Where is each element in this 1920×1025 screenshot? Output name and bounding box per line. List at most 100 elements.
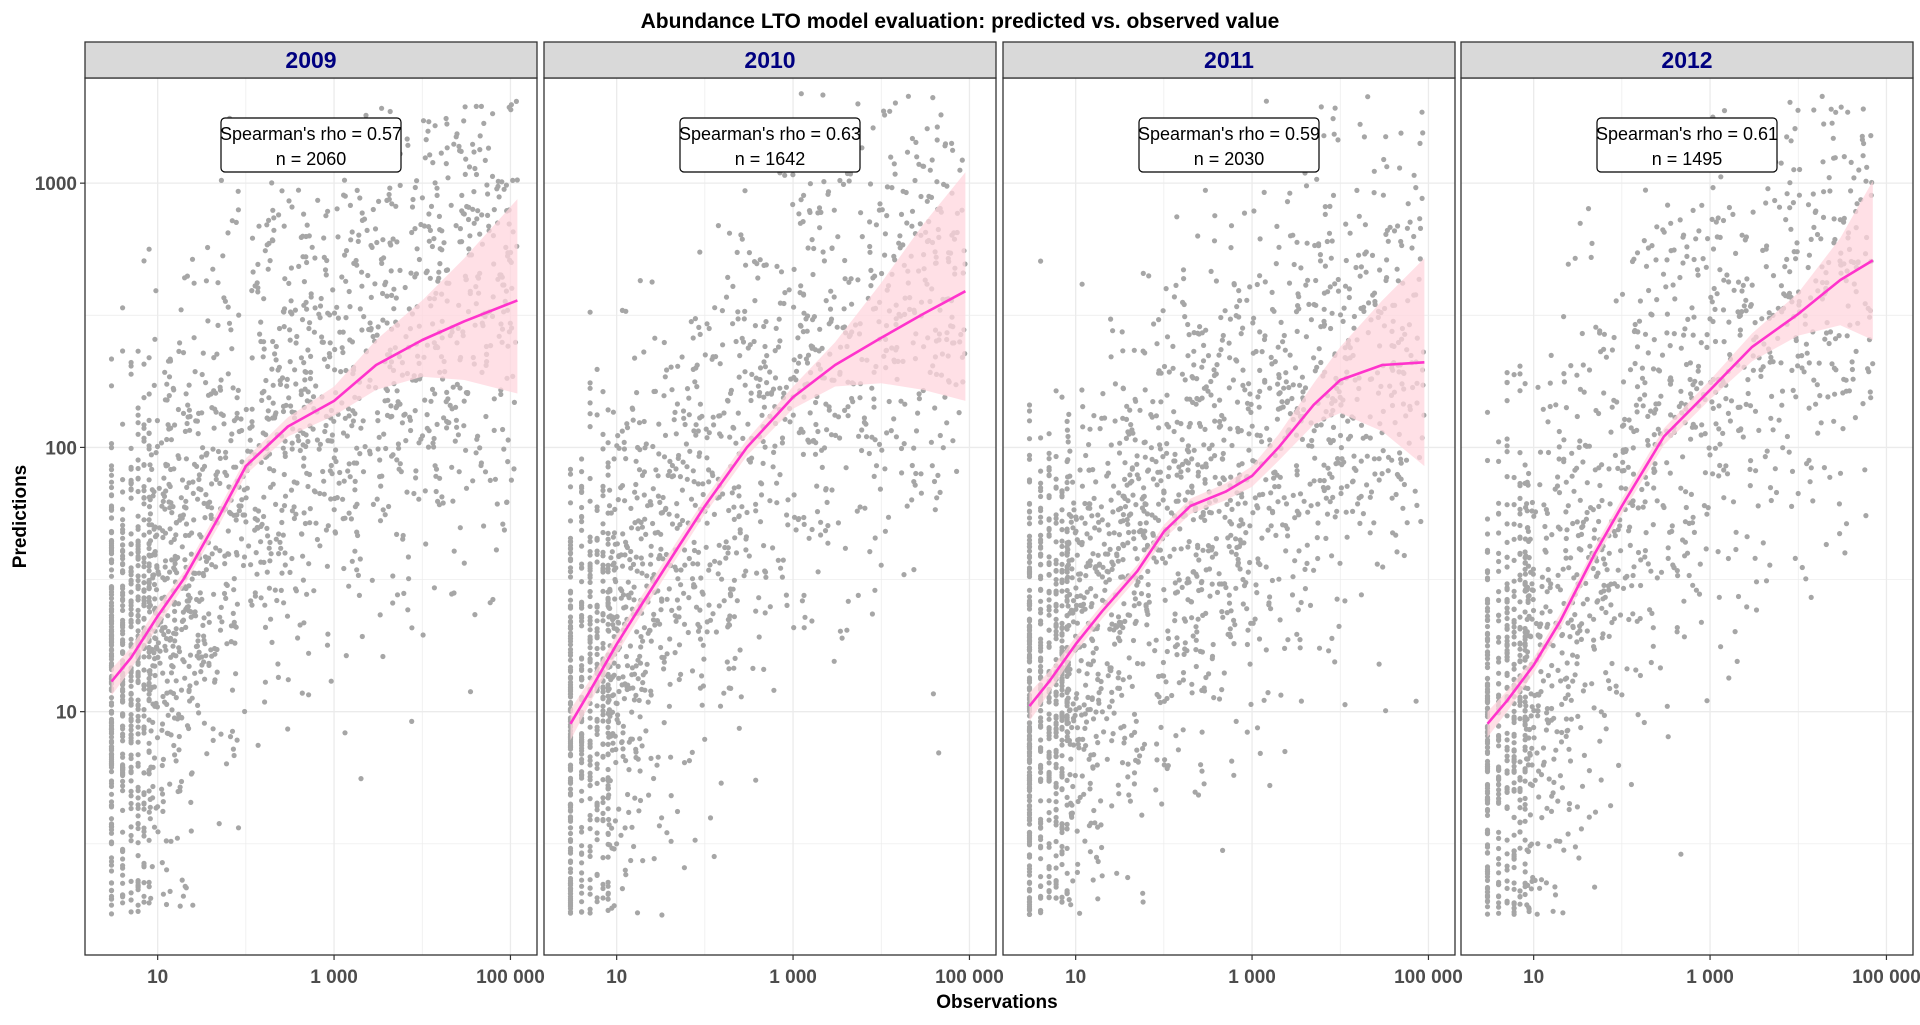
scatter-point [693, 838, 698, 843]
scatter-point [1248, 702, 1253, 707]
scatter-point [735, 309, 740, 314]
scatter-point [912, 178, 917, 183]
scatter-point [913, 471, 918, 476]
scatter-point [1054, 539, 1059, 544]
scatter-point [1328, 326, 1333, 331]
scatter-point [184, 521, 189, 526]
scatter-point [1098, 798, 1103, 803]
scatter-point [1200, 613, 1205, 618]
scatter-point [616, 807, 621, 812]
scatter-point [157, 525, 162, 530]
scatter-point [706, 568, 711, 573]
scatter-point [929, 440, 934, 445]
scatter-point [1074, 517, 1079, 522]
scatter-point [579, 579, 584, 584]
scatter-point [606, 795, 611, 800]
scatter-point [1222, 670, 1227, 675]
scatter-point [720, 308, 725, 313]
scatter-point [147, 546, 152, 551]
scatter-point [129, 684, 134, 689]
scatter-point [129, 698, 134, 703]
scatter-point [620, 674, 625, 679]
scatter-point [377, 457, 382, 462]
scatter-point [1127, 472, 1132, 477]
scatter-point [668, 682, 673, 687]
scatter-point [705, 521, 710, 526]
scatter-point [588, 645, 593, 650]
scatter-point [1069, 520, 1074, 525]
scatter-point [136, 608, 141, 613]
scatter-point [675, 364, 680, 369]
scatter-point [906, 94, 911, 99]
scatter-point [1356, 253, 1361, 258]
scatter-point [129, 678, 134, 683]
scatter-point [684, 464, 689, 469]
scatter-point [682, 563, 687, 568]
scatter-point [378, 484, 383, 489]
scatter-point [445, 267, 450, 272]
scatter-point [1116, 546, 1121, 551]
scatter-point [228, 327, 233, 332]
scatter-point [743, 547, 748, 552]
scatter-point [1091, 650, 1096, 655]
y-tick-label: 1000 [35, 174, 77, 195]
scatter-point [650, 444, 655, 449]
scatter-point [194, 644, 199, 649]
scatter-point [1235, 426, 1240, 431]
scatter-point [616, 689, 621, 694]
scatter-point [176, 789, 181, 794]
scatter-point [588, 716, 593, 721]
scatter-point [288, 359, 293, 364]
scatter-point [120, 530, 125, 535]
scatter-point [610, 731, 615, 736]
scatter-point [628, 506, 633, 511]
scatter-point [763, 575, 768, 580]
scatter-point [754, 571, 759, 576]
scatter-point [1071, 500, 1076, 505]
scatter-point [168, 889, 173, 894]
scatter-point [427, 152, 432, 157]
scatter-point [613, 760, 618, 765]
scatter-point [579, 910, 584, 915]
scatter-point [887, 109, 892, 114]
scatter-point [704, 435, 709, 440]
scatter-point [187, 698, 192, 703]
scatter-point [1109, 612, 1114, 617]
scatter-point [643, 728, 648, 733]
scatter-point [1075, 725, 1080, 730]
scatter-point [1312, 428, 1317, 433]
scatter-point [825, 523, 830, 528]
scatter-point [409, 625, 414, 630]
scatter-point [261, 354, 266, 359]
scatter-point [600, 589, 605, 594]
scatter-point [568, 682, 573, 687]
scatter-point [1065, 888, 1070, 893]
scatter-point [625, 683, 630, 688]
scatter-point [1065, 480, 1070, 485]
scatter-point [136, 524, 141, 529]
scatter-point [341, 566, 346, 571]
scatter-point [136, 476, 141, 481]
scatter-point [600, 742, 605, 747]
scatter-point [568, 484, 573, 489]
scatter-point [187, 383, 192, 388]
scatter-point [177, 734, 182, 739]
scatter-point [1241, 540, 1246, 545]
scatter-point [213, 472, 218, 477]
scatter-point [1082, 702, 1087, 707]
scatter-point [179, 779, 184, 784]
scatter-point [219, 178, 224, 183]
scatter-point [185, 403, 190, 408]
scatter-point [345, 468, 350, 473]
scatter-point [335, 234, 340, 239]
scatter-point [694, 422, 699, 427]
scatter-point [1209, 269, 1214, 274]
scatter-point [274, 598, 279, 603]
scatter-point [1163, 560, 1168, 565]
scatter-point [120, 900, 125, 905]
scatter-point [727, 435, 732, 440]
scatter-point [894, 434, 899, 439]
scatter-point [1289, 396, 1294, 401]
scatter-point [281, 409, 286, 414]
